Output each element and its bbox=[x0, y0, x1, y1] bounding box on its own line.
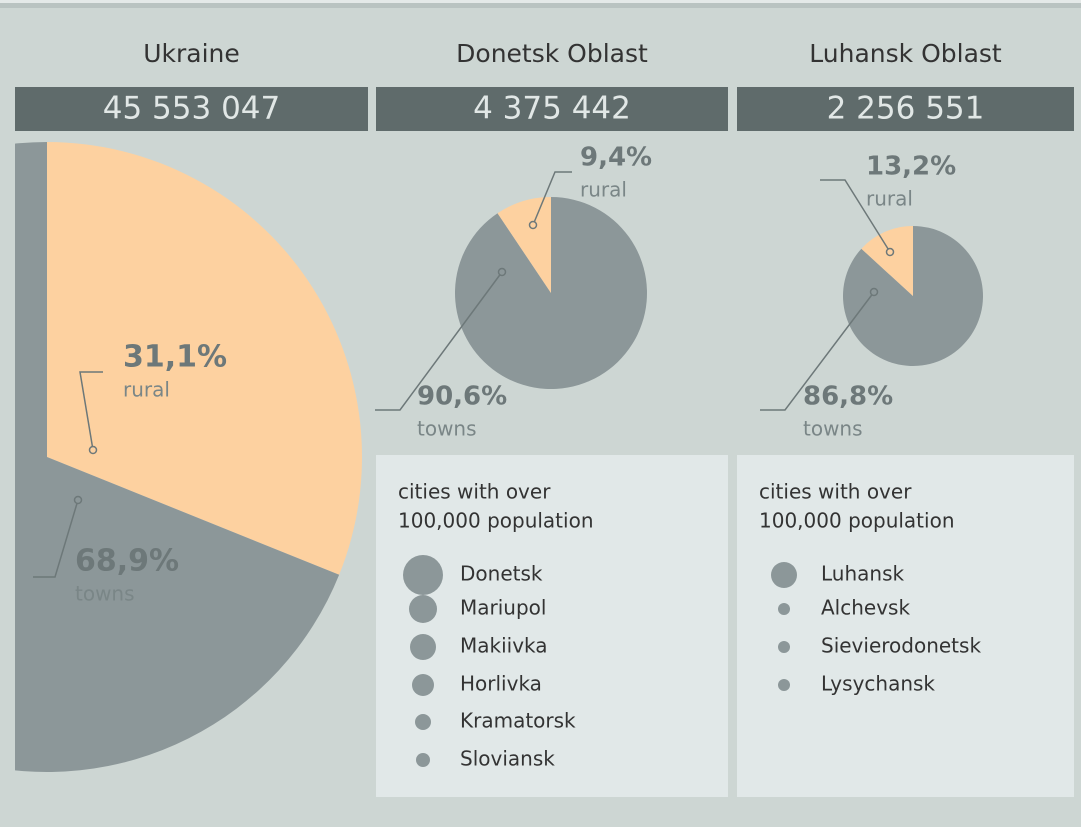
city-marker bbox=[409, 595, 437, 623]
total-value: 4 375 442 bbox=[473, 91, 631, 127]
cities-title: 100,000 population bbox=[398, 509, 594, 533]
slice-label: towns bbox=[75, 582, 135, 606]
city-marker bbox=[778, 679, 790, 691]
value-label: 13,2% bbox=[866, 152, 956, 182]
leader-line bbox=[760, 291, 875, 411]
pie-slice bbox=[47, 142, 362, 575]
cities-panel bbox=[376, 455, 728, 797]
leader-dot bbox=[497, 267, 507, 277]
pie-slice bbox=[497, 197, 551, 293]
leader-dot bbox=[869, 287, 879, 297]
cities-title: cities with over bbox=[398, 480, 551, 504]
value-label: 90,6% bbox=[417, 382, 507, 412]
total-bar bbox=[737, 87, 1074, 131]
slice-label: towns bbox=[417, 417, 477, 441]
value-label: 86,8% bbox=[803, 382, 893, 412]
city-marker bbox=[778, 641, 790, 653]
cities-title: cities with over bbox=[759, 480, 912, 504]
pie-slice bbox=[15, 142, 340, 772]
column-title: Donetsk Oblast bbox=[456, 39, 648, 68]
city-name: Luhansk bbox=[821, 562, 904, 586]
city-name: Horlivka bbox=[460, 672, 542, 696]
city-name: Makiivka bbox=[460, 634, 548, 658]
top-rule bbox=[0, 0, 1081, 3]
leader-line bbox=[375, 271, 503, 411]
city-marker bbox=[410, 634, 436, 660]
city-name: Sievierodonetsk bbox=[821, 634, 981, 658]
city-marker bbox=[778, 603, 790, 615]
total-value: 45 553 047 bbox=[103, 91, 281, 127]
city-name: Sloviansk bbox=[460, 747, 555, 771]
leader-dot bbox=[88, 445, 98, 455]
value-label: 31,1% bbox=[123, 340, 227, 375]
city-name: Kramatorsk bbox=[460, 709, 576, 733]
leader-dot bbox=[73, 495, 83, 505]
leader-line bbox=[33, 499, 79, 578]
value-label: 9,4% bbox=[580, 143, 652, 173]
column-title: Ukraine bbox=[143, 39, 240, 68]
total-value: 2 256 551 bbox=[827, 91, 985, 127]
total-bar bbox=[15, 87, 368, 131]
leader-line bbox=[820, 179, 891, 253]
top-rule bbox=[0, 3, 1081, 8]
slice-label: rural bbox=[866, 187, 913, 211]
city-name: Donetsk bbox=[460, 562, 543, 586]
slice-label: rural bbox=[580, 178, 627, 202]
pie bbox=[843, 226, 984, 366]
city-marker bbox=[416, 753, 430, 767]
leader-line bbox=[532, 171, 572, 226]
city-name: Mariupol bbox=[460, 596, 546, 620]
leader-dot bbox=[528, 220, 538, 230]
cities-title: 100,000 population bbox=[759, 509, 955, 533]
slice-label: towns bbox=[803, 417, 863, 441]
city-marker bbox=[415, 714, 431, 730]
city-name: Alchevsk bbox=[821, 596, 910, 620]
slice-label: rural bbox=[123, 378, 170, 402]
city-marker bbox=[771, 562, 797, 588]
city-marker bbox=[412, 674, 434, 696]
city-marker bbox=[403, 555, 443, 595]
leader-line bbox=[79, 371, 103, 451]
value-label: 68,9% bbox=[75, 544, 179, 579]
column-title: Luhansk Oblast bbox=[809, 39, 1002, 68]
pie-slice bbox=[843, 226, 984, 366]
city-name: Lysychansk bbox=[821, 672, 935, 696]
pie bbox=[15, 142, 362, 772]
pie-slice bbox=[861, 226, 913, 296]
cities-panel bbox=[737, 455, 1074, 797]
leader-dot bbox=[885, 247, 895, 257]
total-bar bbox=[376, 87, 728, 131]
pie bbox=[455, 197, 647, 389]
